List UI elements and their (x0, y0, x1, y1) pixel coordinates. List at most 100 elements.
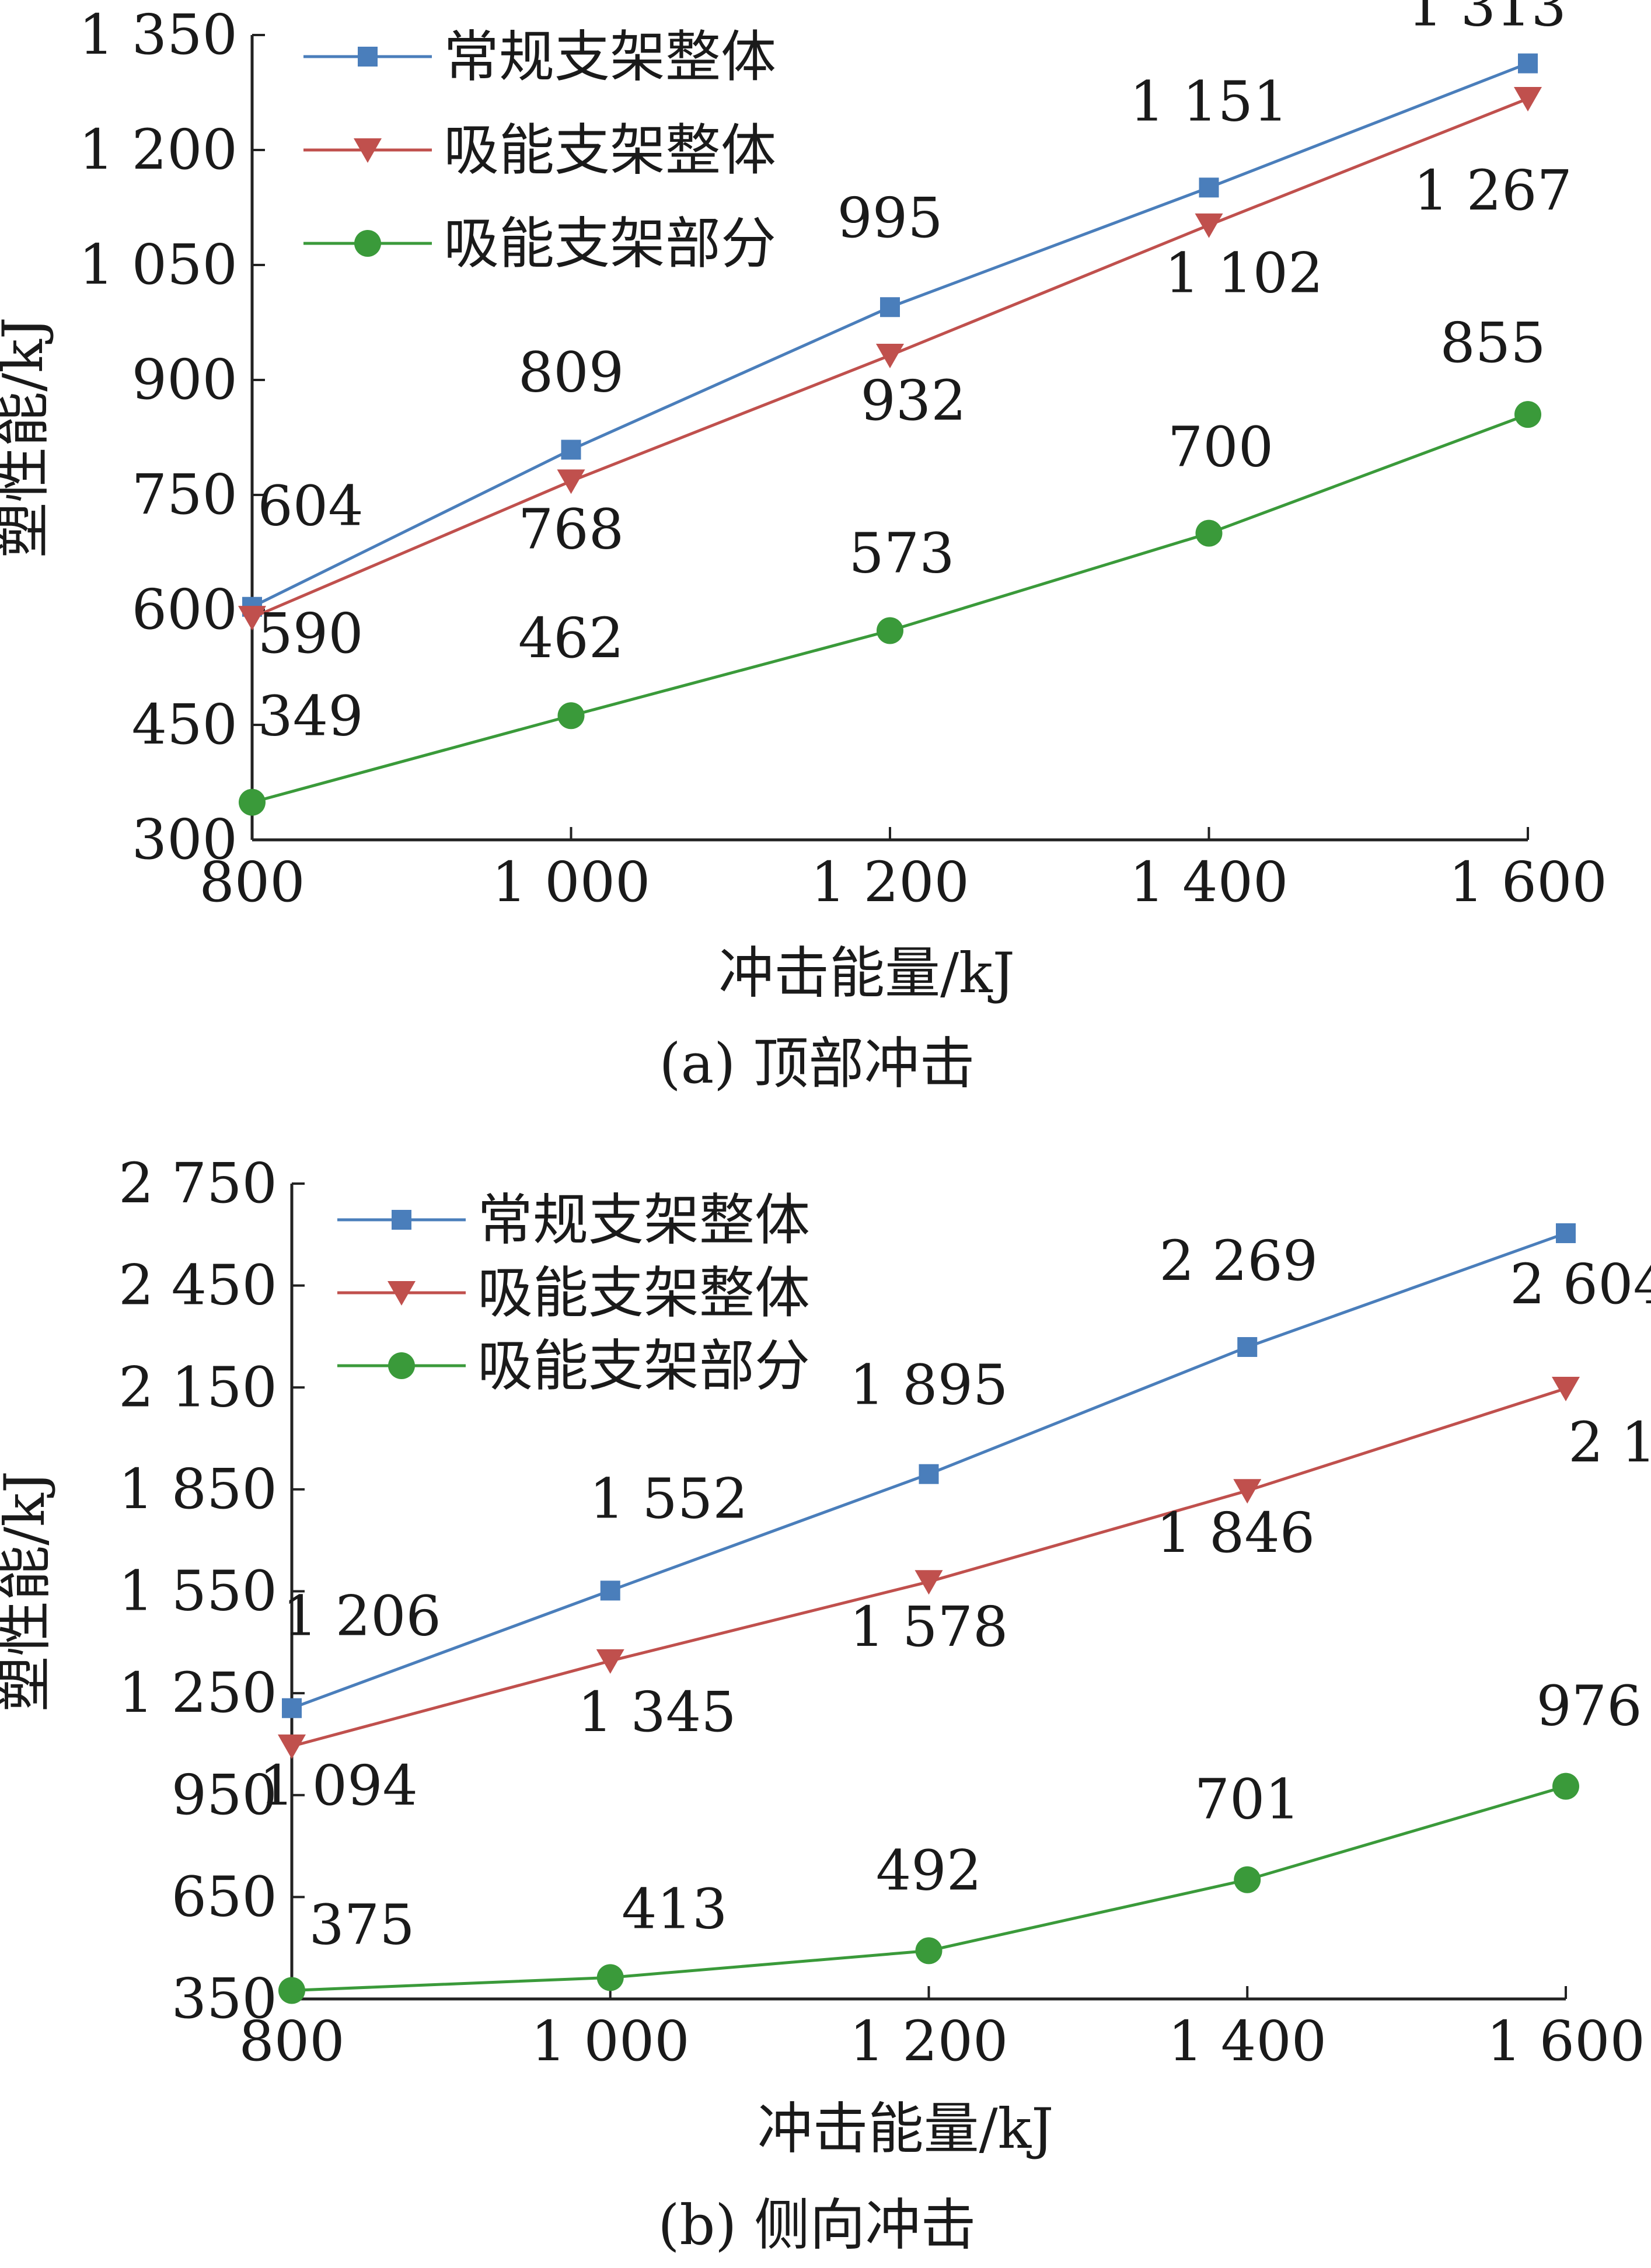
data-point-3 (596, 1964, 624, 1991)
data-point-1 (600, 1580, 620, 1601)
data-label-1: 604 (257, 474, 363, 539)
data-point-3 (239, 788, 266, 816)
data-label-2: 768 (518, 497, 624, 561)
data-point-2 (1233, 1479, 1262, 1504)
series-line-2 (291, 1387, 1566, 1748)
legend-label: 常规支架整体 (444, 25, 776, 89)
y-tick-label: 750 (132, 463, 238, 527)
y-tick-label: 1 250 (118, 1661, 277, 1725)
data-label-2: 590 (257, 602, 363, 666)
data-label-3: 492 (876, 1838, 982, 1903)
data-label-3: 573 (849, 521, 954, 585)
data-label-2: 1 094 (259, 1754, 418, 1818)
data-point-2 (596, 1649, 624, 1674)
legend-marker (358, 47, 378, 67)
data-label-3: 701 (1195, 1768, 1300, 1832)
data-label-2: 1 846 (1156, 1501, 1315, 1565)
data-label-1: 1 552 (589, 1467, 748, 1531)
y-tick-label: 2 150 (118, 1355, 277, 1419)
chart-caption: (b) 侧向冲击 (658, 2193, 976, 2257)
data-point-3 (278, 1977, 305, 2004)
y-tick-label: 2 750 (118, 1152, 277, 1216)
legend-marker (354, 230, 381, 257)
data-point-3 (1234, 1866, 1261, 1893)
y-tick-label: 1 050 (79, 233, 238, 297)
x-tick-label: 1 200 (811, 850, 969, 915)
y-tick-label: 300 (132, 808, 238, 872)
legend-marker (354, 138, 382, 163)
y-tick-label: 950 (172, 1763, 277, 1827)
y-tick-label: 1 850 (118, 1457, 277, 1522)
data-point-3 (1195, 519, 1223, 547)
data-label-1: 1 313 (1408, 0, 1566, 39)
data-point-3 (1552, 1772, 1579, 1800)
data-point-2 (1195, 213, 1223, 238)
chart-side-impact: 350 650 950 1 250 1 550 1 850 2 150 2 450 2 750 8… (0, 1152, 1651, 2257)
legend-label: 吸能支架部分 (477, 1334, 810, 1398)
data-label-3: 855 (1440, 311, 1545, 375)
y-tick-label: 650 (172, 1865, 277, 1929)
data-point-2 (1514, 87, 1542, 112)
y-axis-label: 塑性能/kJ (0, 317, 55, 558)
data-point-2 (1552, 1376, 1580, 1401)
data-label-1: 2 604 (1510, 1252, 1651, 1317)
y-axis-label: 塑性能/kJ (0, 1471, 57, 1712)
data-point-2 (557, 469, 585, 494)
data-point-2 (238, 606, 266, 631)
data-label-1: 995 (837, 186, 943, 250)
x-tick-label: 800 (239, 2009, 344, 2074)
data-point-1 (1199, 177, 1219, 198)
data-label-2: 2 147 (1568, 1411, 1651, 1475)
data-label-1: 1 206 (282, 1585, 441, 1649)
legend-label: 吸能支架整体 (444, 118, 776, 183)
chart-top-impact: 300 450 600 750 900 1 050 1 200 1 350 800 1 000 1 … (0, 0, 1607, 1096)
y-tick-label: 1 350 (79, 3, 238, 67)
x-tick-label: 1 600 (1486, 2009, 1645, 2074)
legend-marker (388, 1352, 415, 1379)
x-axis-label: 冲击能量/kJ (758, 2097, 1054, 2161)
data-label-3: 349 (257, 685, 363, 749)
data-label-1: 809 (518, 341, 624, 405)
data-label-3: 413 (622, 1877, 727, 1941)
data-label-2: 932 (860, 369, 966, 433)
data-label-2: 1 345 (578, 1680, 737, 1744)
y-tick-label: 1 200 (79, 118, 238, 182)
data-point-1 (1518, 53, 1538, 74)
data-label-3: 976 (1536, 1674, 1642, 1739)
y-tick-label: 1 550 (118, 1559, 277, 1624)
chart-caption: (a) 顶部冲击 (659, 1032, 975, 1096)
data-point-1 (919, 1464, 939, 1484)
data-label-1: 1 151 (1130, 69, 1289, 134)
x-tick-label: 1 400 (1130, 850, 1289, 915)
y-tick-label: 450 (132, 693, 238, 757)
data-point-3 (915, 1937, 943, 1965)
legend-marker (388, 1281, 416, 1306)
data-label-1: 2 269 (1159, 1229, 1318, 1293)
legend-marker (392, 1210, 411, 1230)
legend-label: 吸能支架部分 (444, 212, 776, 276)
data-label-2: 1 102 (1165, 242, 1324, 306)
series-line-3 (252, 413, 1528, 804)
legend-label: 吸能支架整体 (477, 1261, 810, 1325)
x-tick-label: 800 (199, 850, 305, 915)
data-point-3 (1514, 401, 1541, 428)
data-label-3: 700 (1168, 416, 1273, 480)
data-point-1 (1237, 1337, 1258, 1357)
data-label-2: 1 578 (850, 1595, 1008, 1659)
data-point-1 (282, 1698, 302, 1718)
data-label-1: 1 895 (850, 1353, 1008, 1418)
data-point-3 (557, 702, 585, 730)
data-point-2 (278, 1734, 306, 1759)
data-point-1 (1556, 1223, 1576, 1243)
x-tick-label: 1 200 (850, 2009, 1008, 2074)
data-point-1 (561, 439, 581, 460)
data-label-3: 462 (518, 606, 624, 671)
y-tick-label: 600 (132, 578, 238, 642)
data-point-1 (880, 297, 900, 317)
x-tick-label: 1 600 (1448, 850, 1607, 915)
data-point-2 (914, 1570, 943, 1595)
data-label-3: 375 (309, 1893, 414, 1957)
